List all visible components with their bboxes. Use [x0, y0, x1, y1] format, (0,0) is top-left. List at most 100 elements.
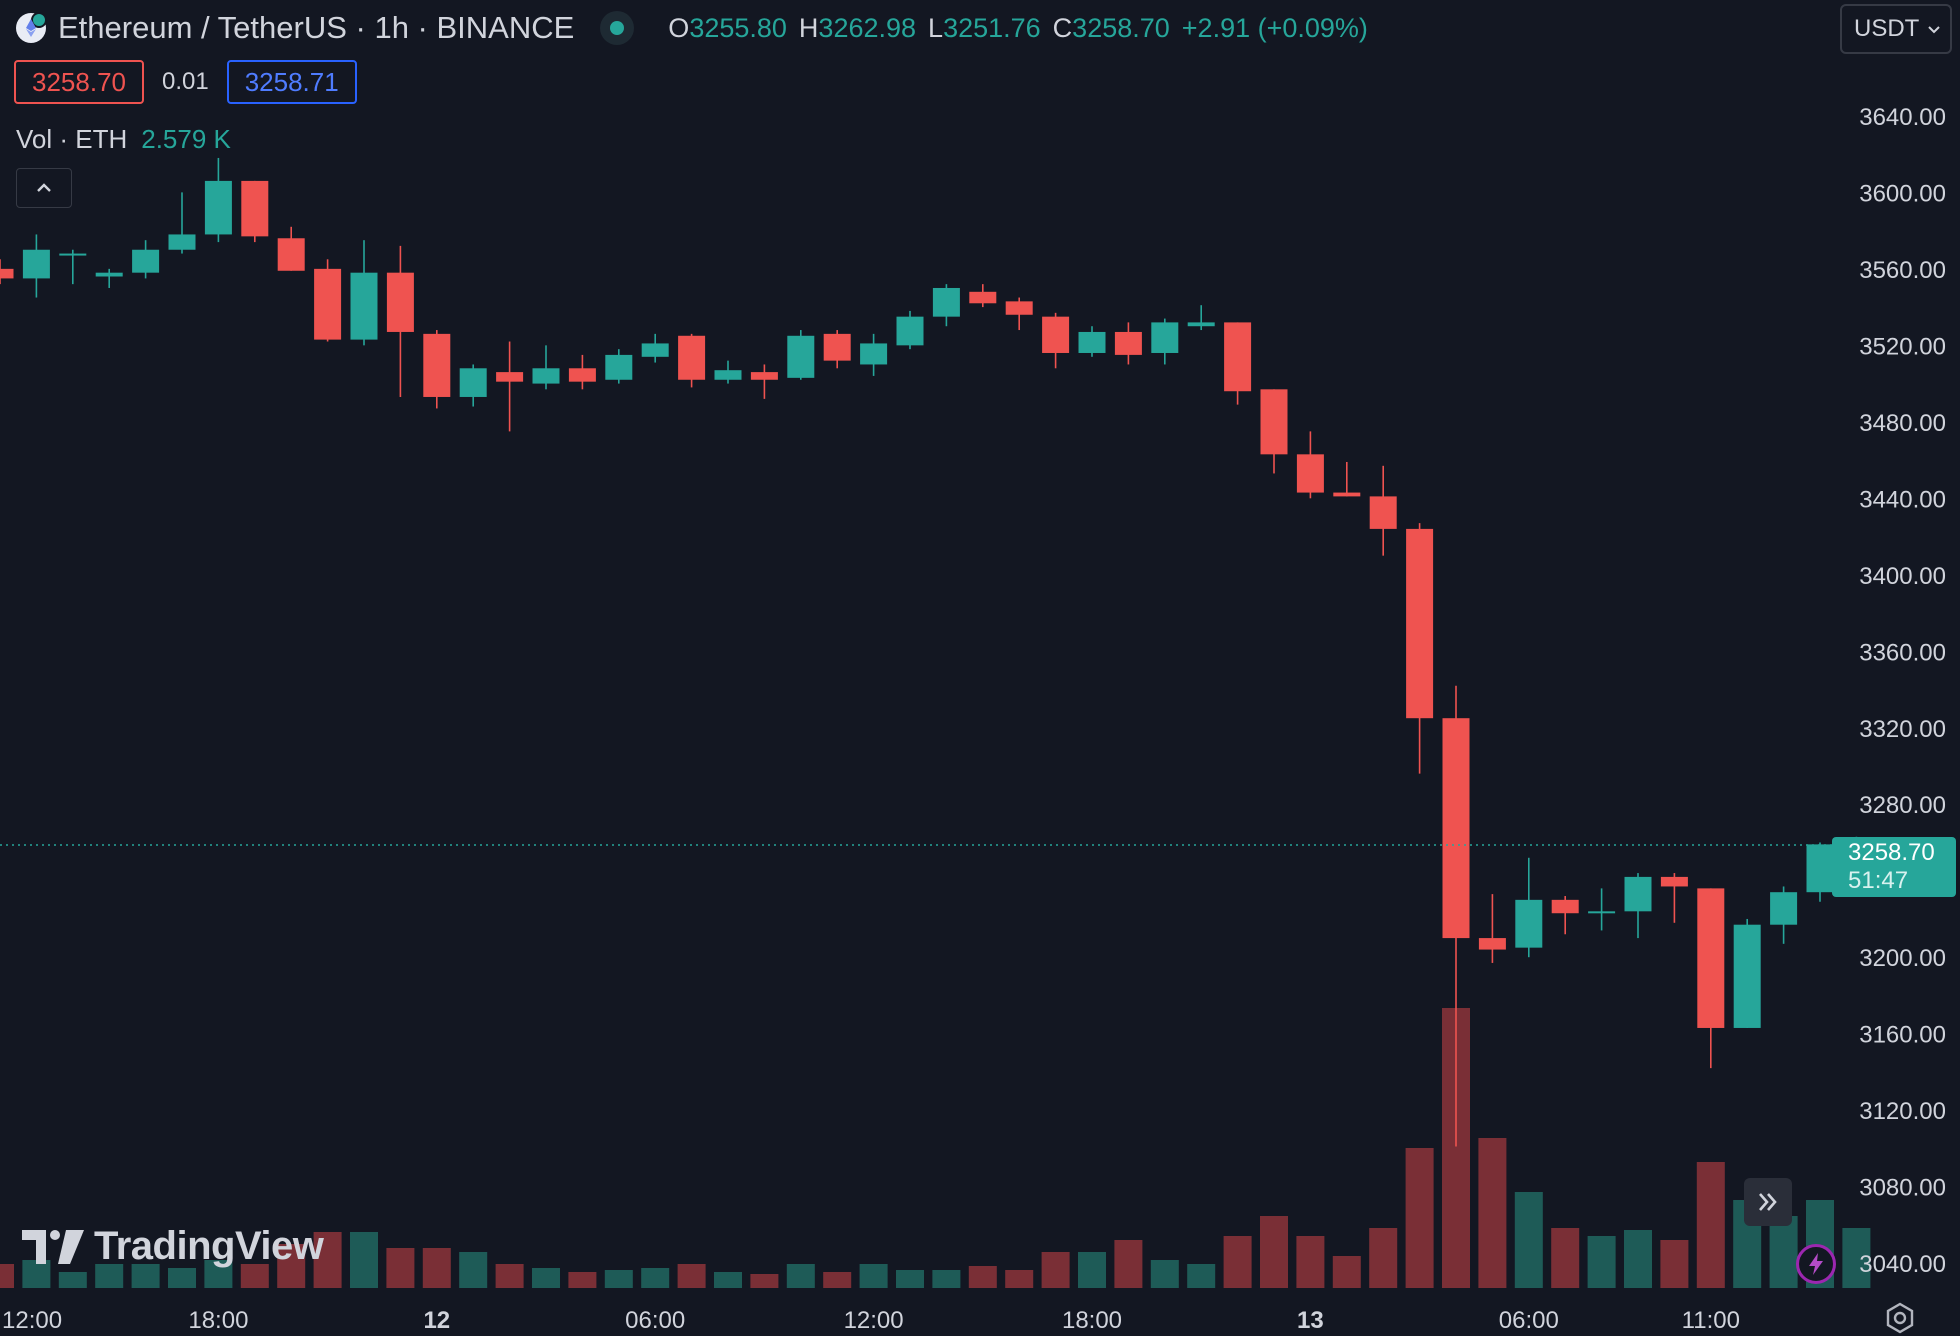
volume-bar — [386, 1248, 415, 1288]
market-open-dot-icon[interactable] — [600, 11, 635, 45]
candle — [277, 226, 305, 271]
candle — [860, 333, 888, 376]
logo-text: TradingView — [94, 1224, 324, 1268]
candle — [714, 360, 742, 384]
spread-value: 0.01 — [161, 68, 209, 95]
sell-button[interactable]: 3258.70 — [14, 60, 144, 104]
price-tick-label: 3480.00 — [1859, 410, 1946, 437]
volume-bar — [204, 1260, 233, 1288]
candle-body — [1806, 844, 1834, 893]
scroll-to-realtime-button[interactable] — [1744, 1178, 1792, 1226]
price-tick-label: 3520.00 — [1859, 333, 1946, 360]
candle — [1333, 461, 1361, 497]
volume-value: 2.579 K — [141, 124, 231, 154]
candle — [1406, 523, 1434, 774]
candle-body — [1042, 316, 1070, 353]
candle — [1369, 465, 1397, 556]
candle — [605, 349, 633, 384]
candle-body — [168, 234, 196, 250]
candle-body — [750, 372, 778, 380]
candle — [496, 341, 524, 432]
volume-bar — [1696, 1162, 1725, 1288]
symbol-title[interactable]: Ethereum / TetherUS · 1h · BINANCE — [58, 10, 575, 45]
candle — [1697, 888, 1725, 1069]
candle-body — [204, 180, 232, 235]
volume-bar — [714, 1272, 742, 1288]
candle-body — [95, 272, 123, 277]
gear-icon[interactable] — [1884, 1302, 1916, 1334]
candle — [1260, 389, 1288, 474]
volume-bar — [1660, 1240, 1689, 1288]
volume-bar — [1005, 1270, 1034, 1288]
currency-select[interactable]: USDT — [1840, 4, 1952, 54]
volume-bar — [1587, 1236, 1616, 1288]
candle-body — [532, 368, 560, 384]
candle — [0, 259, 14, 285]
price-tick-label: 3080.00 — [1859, 1175, 1946, 1202]
volume-bar — [896, 1270, 924, 1288]
candle-body — [896, 316, 924, 346]
time-tick-label: 18:00 — [188, 1307, 248, 1334]
candle — [1042, 312, 1070, 369]
ohlc-low: L3251.76 — [928, 12, 1041, 43]
candle-body — [22, 249, 50, 279]
candle — [168, 192, 196, 254]
volume-bar — [168, 1268, 196, 1288]
volume-bar — [1369, 1228, 1398, 1288]
ethereum-icon[interactable] — [14, 11, 48, 45]
candle — [204, 157, 232, 243]
candle-body — [423, 333, 451, 397]
volume-bar — [350, 1232, 378, 1288]
candle — [241, 180, 269, 243]
volume-bar — [22, 1260, 51, 1288]
currency-label: USDT — [1854, 15, 1920, 42]
volume-bar — [1041, 1252, 1070, 1288]
candle — [1660, 873, 1688, 923]
volume-bar — [932, 1270, 961, 1288]
candle — [1733, 918, 1761, 1028]
volume-bar — [495, 1264, 524, 1288]
candle-body — [1369, 496, 1397, 529]
candle — [678, 333, 706, 388]
collapse-legend-button[interactable] — [16, 168, 72, 208]
candle-body — [1296, 454, 1324, 493]
candle — [1224, 322, 1252, 405]
candle-body — [459, 368, 487, 397]
candle — [1005, 297, 1033, 331]
price-tick-label: 3320.00 — [1859, 716, 1946, 743]
tradingview-logo[interactable]: TradingView — [22, 1224, 324, 1269]
time-axis: 12:00 18:00 12 06:00 12:00 18:00 13 06:00 11:00 — [2, 1307, 1740, 1334]
price-tick-label: 3120.00 — [1859, 1098, 1946, 1125]
tradingview-logo-icon — [22, 1229, 84, 1264]
candle-body — [1515, 899, 1543, 948]
volume-bar — [422, 1248, 451, 1288]
ohlc-open: O3255.80 — [668, 12, 787, 43]
candle — [969, 284, 997, 308]
volume-bar — [968, 1266, 997, 1288]
price-tick-label: 3200.00 — [1859, 945, 1946, 972]
lightning-icon[interactable] — [1796, 1244, 1836, 1284]
candle — [423, 330, 451, 409]
price-tick-label: 3440.00 — [1859, 486, 1946, 513]
candle — [1296, 431, 1324, 499]
volume-legend[interactable]: Vol · ETH 2.579 K — [16, 124, 231, 155]
candle — [641, 333, 669, 363]
candle-body — [1588, 911, 1616, 914]
candle — [1588, 888, 1616, 931]
last-price-value: 3258.70 — [1848, 839, 1935, 866]
ohlc-high: H3262.98 — [798, 12, 917, 43]
time-tick-label: 11:00 — [1682, 1307, 1740, 1334]
price-axis: 3640.00 3600.00 3560.00 3520.00 3480.00 3440.… — [1859, 104, 1946, 1278]
candle-body — [1224, 322, 1252, 392]
time-tick-label: 06:00 — [1499, 1307, 1559, 1334]
candle-body — [1078, 331, 1106, 353]
price-tick-label: 3600.00 — [1859, 180, 1946, 207]
volume-bar — [1114, 1240, 1143, 1288]
candle-body — [132, 249, 160, 273]
buy-button[interactable]: 3258.71 — [226, 60, 357, 104]
candle-body — [932, 287, 960, 317]
candle-body — [860, 343, 888, 365]
candle-body — [714, 370, 742, 380]
candle — [1624, 873, 1652, 939]
